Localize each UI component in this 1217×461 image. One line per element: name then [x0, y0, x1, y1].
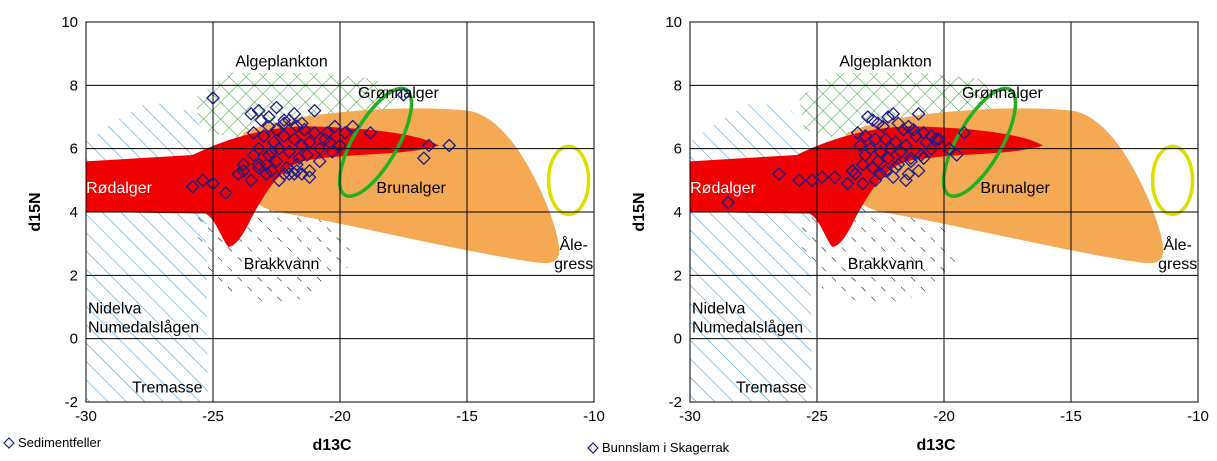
y-axis-label: d15N: [27, 192, 44, 231]
legend-label: Sedimentfeller: [18, 435, 102, 450]
region-label-brunalger: Brunalger: [980, 180, 1050, 197]
x-tick-label: -25: [806, 408, 828, 425]
region-label-rodalger: Rødalger: [86, 180, 152, 197]
chart-panel-1: -30 -25 -20 -15 -10-20246810d13Cd15NAlgeplan…: [4, 14, 605, 454]
region-label-brunalger: Brunalger: [376, 180, 446, 197]
y-tick-label: 0: [70, 331, 78, 348]
x-axis-label: d13C: [916, 437, 956, 454]
region-label-brakkvann: Brakkvann: [244, 256, 320, 273]
region-label-tremasse: Tremasse: [736, 380, 807, 397]
legend-marker: [4, 438, 14, 448]
y-tick-label: 2: [674, 267, 682, 284]
chart-panel-2: -30 -25 -20 -15 -10-20246810d13Cd15NAlgeplan…: [588, 14, 1209, 455]
y-tick-label: 8: [674, 77, 682, 94]
y-tick-label: 6: [674, 141, 682, 158]
region-label-numedalslagen: Numedalslågen: [88, 318, 199, 336]
region-label-numedalslagen: Numedalslågen: [692, 318, 803, 336]
x-tick-label: -20: [933, 408, 955, 425]
region-label-algeplankton: Algeplankton: [235, 53, 328, 70]
region-label-brakkvann: Brakkvann: [848, 256, 924, 273]
x-tick-label: -30: [75, 408, 97, 425]
x-axis-label: d13C: [312, 437, 352, 454]
region-label-alegress-2: gress: [554, 256, 593, 273]
x-tick-label: -10: [583, 408, 605, 425]
region-label-nidelva: Nidelva: [88, 300, 141, 317]
x-tick-label: -10: [1187, 408, 1209, 425]
region-tremasse-hatch: [690, 101, 812, 402]
region-label-gronnalger: Grønnalger: [962, 85, 1044, 102]
x-tick-label: -20: [329, 408, 351, 425]
y-tick-label: -2: [669, 394, 682, 411]
region-label-nidelva: Nidelva: [692, 300, 745, 317]
region-label-algeplankton: Algeplankton: [839, 53, 932, 70]
legend: Bunnslam i Skagerrak: [588, 440, 730, 455]
region-label-tremasse: Tremasse: [132, 380, 203, 397]
y-tick-label: 10: [61, 14, 78, 31]
y-tick-label: 2: [70, 267, 78, 284]
legend: Sedimentfeller: [4, 435, 102, 450]
x-tick-label: -25: [202, 408, 224, 425]
legend-label: Bunnslam i Skagerrak: [602, 440, 730, 455]
region-label-rodalger: Rødalger: [690, 180, 756, 197]
y-tick-label: 4: [70, 204, 78, 221]
region-label-alegress-1: Åle-: [559, 235, 587, 254]
x-tick-label: -30: [679, 408, 701, 425]
y-tick-label: 8: [70, 77, 78, 94]
region-tremasse-hatch: [86, 101, 208, 402]
y-axis-label: d15N: [631, 192, 648, 231]
y-tick-label: 4: [674, 204, 682, 221]
y-tick-label: 10: [665, 14, 682, 31]
region-label-alegress-1: Åle-: [1163, 235, 1191, 254]
y-tick-label: -2: [65, 394, 78, 411]
y-tick-label: 6: [70, 141, 78, 158]
y-tick-label: 0: [674, 331, 682, 348]
region-label-alegress-2: gress: [1158, 256, 1197, 273]
legend-marker: [588, 443, 598, 453]
x-tick-label: -15: [1060, 408, 1082, 425]
x-tick-label: -15: [456, 408, 478, 425]
